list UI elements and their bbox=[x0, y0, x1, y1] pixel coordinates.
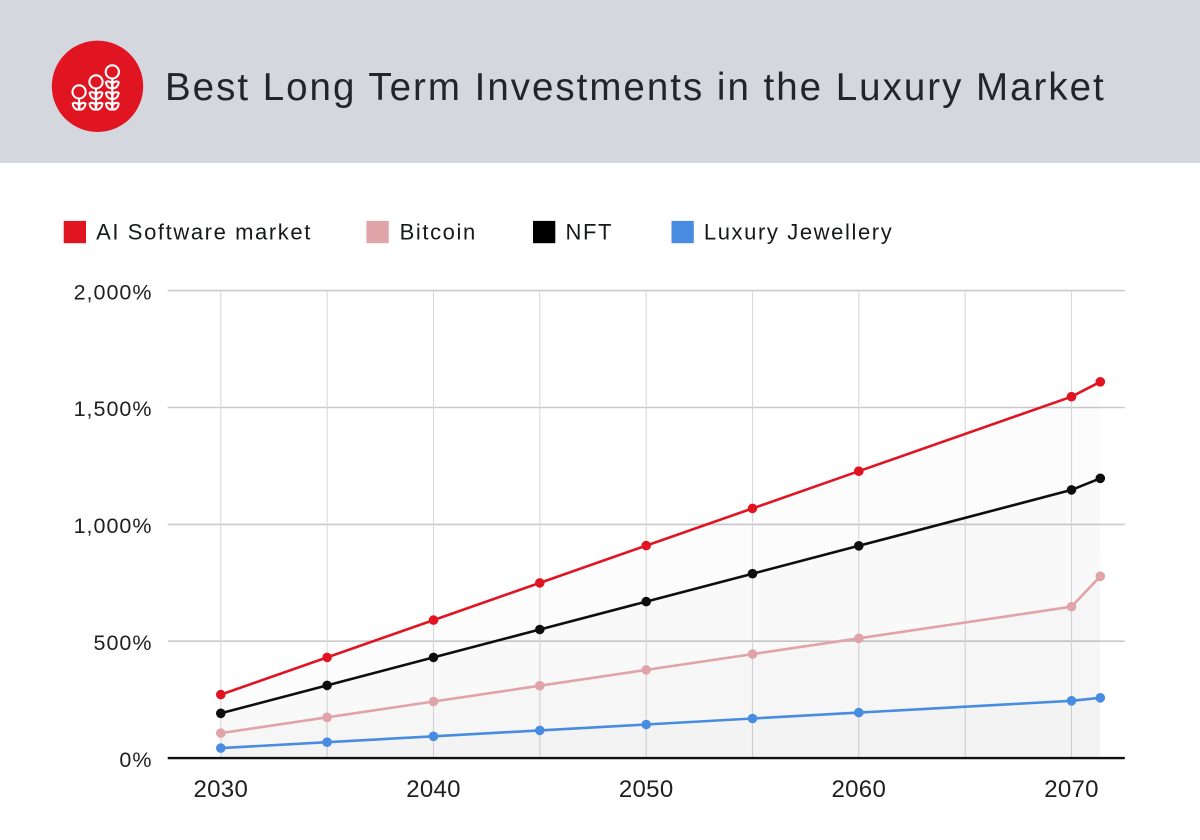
svg-text:NFT: NFT bbox=[566, 219, 614, 244]
svg-text:Bitcoin: Bitcoin bbox=[400, 219, 477, 244]
svg-text:0%: 0% bbox=[119, 748, 152, 772]
svg-text:2070: 2070 bbox=[1044, 776, 1099, 803]
svg-text:2060: 2060 bbox=[832, 776, 887, 803]
svg-text:2050: 2050 bbox=[619, 776, 674, 803]
svg-text:1,500%: 1,500% bbox=[74, 397, 153, 421]
svg-text:Best Long Term Investments in: Best Long Term Investments in the Luxury… bbox=[165, 66, 1106, 109]
svg-text:500%: 500% bbox=[94, 631, 153, 655]
svg-text:2,000%: 2,000% bbox=[74, 280, 153, 304]
svg-text:2040: 2040 bbox=[406, 776, 461, 803]
svg-text:1,000%: 1,000% bbox=[74, 514, 153, 538]
svg-text:2030: 2030 bbox=[194, 776, 249, 803]
svg-text:AI Software market: AI Software market bbox=[96, 219, 312, 244]
svg-text:Luxury Jewellery: Luxury Jewellery bbox=[704, 219, 893, 244]
